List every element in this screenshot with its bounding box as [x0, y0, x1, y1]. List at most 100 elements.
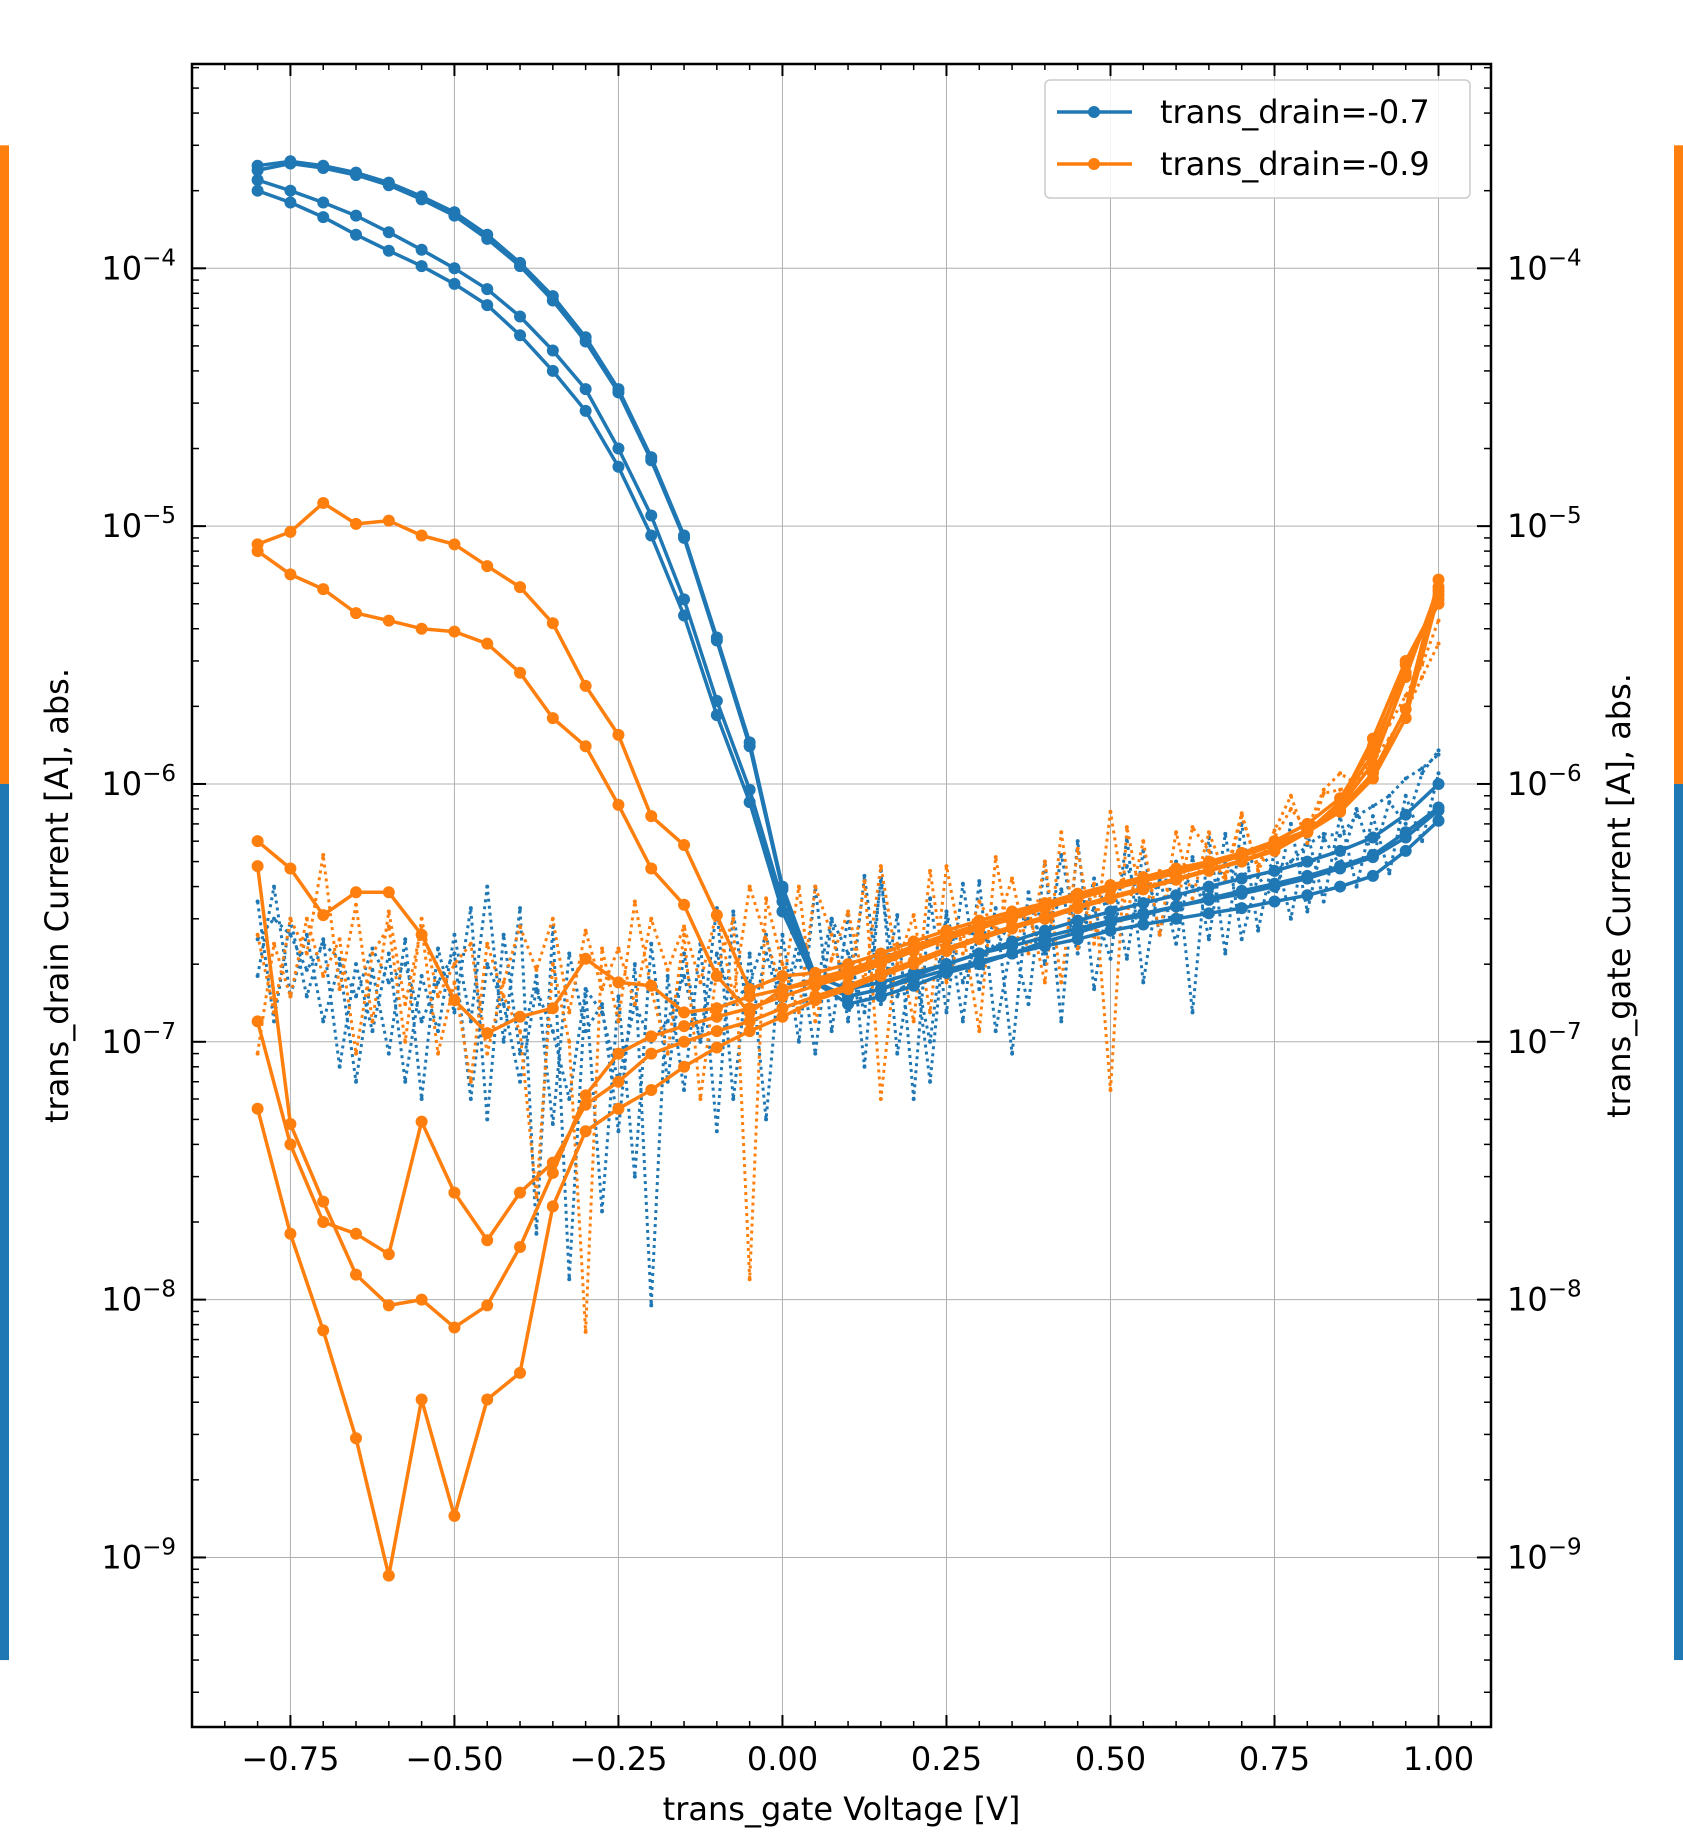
legend-entries: trans_drain=-0.7 trans_drain=-0.9 [1057, 93, 1430, 183]
gate-point [468, 1019, 473, 1024]
drain-point [579, 404, 592, 417]
gate-point [354, 902, 359, 907]
gate-point [436, 1029, 441, 1034]
drain-point [973, 947, 986, 960]
drain-point [514, 1010, 527, 1023]
gate-point [468, 1096, 473, 1101]
gate-point [1206, 937, 1211, 942]
drain-point [514, 1186, 527, 1199]
gate-point [1321, 787, 1326, 792]
gate-point [1124, 825, 1129, 830]
gate-point [1042, 859, 1047, 864]
drain-point [612, 460, 625, 473]
gate-point [354, 1079, 359, 1084]
drain-point [448, 1321, 461, 1334]
x-tick-label: 0.25 [911, 1740, 982, 1778]
gate-point [550, 1121, 555, 1126]
gate-point [386, 924, 391, 929]
gate-point [928, 1039, 933, 1044]
drain-point [251, 545, 264, 558]
gate-point [1387, 800, 1392, 805]
gate-point [386, 951, 391, 956]
drain-point [448, 538, 461, 551]
gate-point [534, 967, 539, 972]
gate-point [1256, 864, 1261, 869]
gate-point [1075, 839, 1080, 844]
gate-point [977, 899, 982, 904]
y-tick-label-right: 10−7 [1507, 1019, 1582, 1061]
y-tick-labels-left: 10−9 10−8 10−7 10−6 10−5 10−4 [101, 245, 176, 1576]
gate-point [1436, 771, 1441, 776]
drain-point [940, 944, 953, 957]
gate-point [895, 913, 900, 918]
drain-point [678, 529, 691, 542]
drain-point [415, 1293, 428, 1306]
gate-point [1288, 859, 1293, 864]
legend-marker [1088, 158, 1100, 170]
gate-point [1092, 941, 1097, 946]
gate-point [518, 1079, 523, 1084]
drain-point [481, 299, 494, 312]
drain-point [579, 952, 592, 965]
gate-point [1026, 1002, 1031, 1007]
y-tick-label-right: 10−9 [1507, 1534, 1582, 1576]
gate-point [1436, 641, 1441, 646]
x-tick-label: 0.50 [1075, 1740, 1146, 1778]
drain-point [251, 184, 264, 197]
drain-point [350, 209, 363, 222]
gate-point [1108, 956, 1113, 961]
drain-point [710, 909, 723, 922]
side-bar-right-0 [1674, 145, 1683, 784]
drain-point [1137, 909, 1150, 922]
drain-point [415, 529, 428, 542]
gate-point [518, 906, 523, 911]
drain-point [710, 1010, 723, 1023]
gate-point [649, 916, 654, 921]
gate-point [1059, 1019, 1064, 1024]
y-tick-label-left: 10−5 [101, 503, 176, 545]
gate-point [1190, 884, 1195, 889]
gate-point [1403, 821, 1408, 826]
drain-point [776, 1010, 789, 1023]
gate-point [419, 1019, 424, 1024]
gate-point [993, 855, 998, 860]
drain-point [645, 1084, 658, 1097]
gate-point [468, 941, 473, 946]
x-tick-label: −0.75 [241, 1740, 339, 1778]
gate-point [928, 1079, 933, 1084]
gate-point [1305, 909, 1310, 914]
drain-point [1268, 844, 1281, 857]
drain-point [1137, 883, 1150, 896]
drain-point [1137, 897, 1150, 910]
drain-point [743, 1025, 756, 1038]
drain-point [1268, 835, 1281, 848]
gate-point [600, 1002, 605, 1007]
gate-point [665, 967, 670, 972]
drain-point [645, 810, 658, 823]
y-tick-label-left: 10−9 [101, 1534, 176, 1576]
drain-point [1334, 796, 1347, 809]
drain-point [776, 990, 789, 1003]
drain-point [546, 1200, 559, 1213]
gate-point [1108, 1088, 1113, 1093]
drain-point [1268, 877, 1281, 890]
drain-point [317, 159, 330, 172]
gate-point [1174, 830, 1179, 835]
drain-point [645, 1030, 658, 1043]
grid-lines [192, 64, 1491, 1727]
gate-point [911, 1096, 916, 1101]
drain-point [645, 862, 658, 875]
drain-point [251, 174, 264, 187]
side-bar-right-1 [1674, 783, 1683, 1661]
drain-point [382, 886, 395, 899]
drain-point [415, 928, 428, 941]
gate-point [354, 994, 359, 999]
drain-point [514, 329, 527, 342]
gate-point [468, 906, 473, 911]
drain-point [546, 290, 559, 303]
drain-point [481, 1299, 494, 1312]
y-axis-title-right: trans_gate Current [A], abs. [1600, 673, 1638, 1118]
gate-point [698, 980, 703, 985]
gate-point [255, 1051, 260, 1056]
drain-point [1104, 883, 1117, 896]
